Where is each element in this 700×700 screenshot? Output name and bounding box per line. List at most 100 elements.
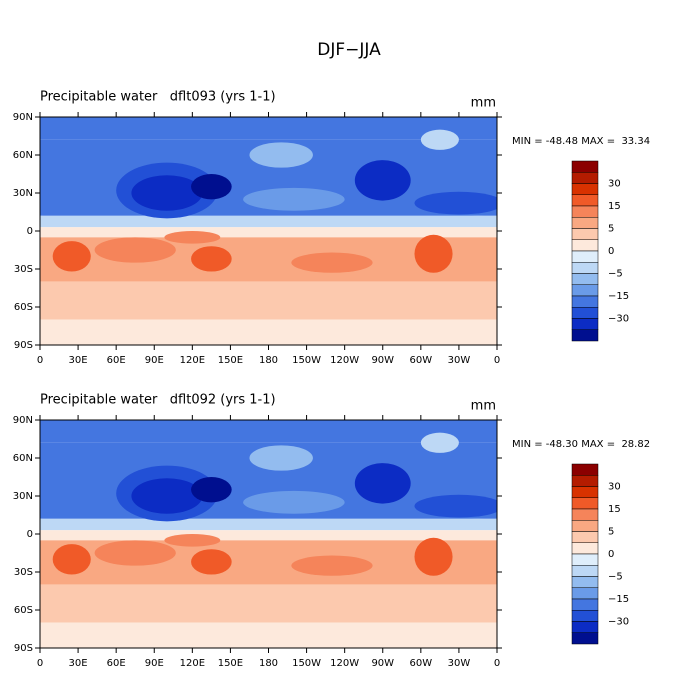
field-patch <box>291 252 373 273</box>
field <box>40 420 497 648</box>
lat-label: 90N <box>13 415 33 426</box>
lon-label: 150E <box>218 355 243 366</box>
field-patch <box>191 477 232 503</box>
colorbar-box <box>571 463 599 476</box>
lon-label: 30W <box>448 355 471 366</box>
units: mm <box>471 96 496 111</box>
colorbar-box <box>571 497 599 510</box>
lon-label: 150W <box>292 658 321 669</box>
lat-label: 60N <box>13 453 33 464</box>
field-patch <box>420 129 459 150</box>
panel-title: Precipitable water dflt093 (yrs 1-1) <box>40 90 276 105</box>
colorbar-label: 15 <box>608 504 621 515</box>
lon-label: 30E <box>69 355 88 366</box>
lat-label: 30N <box>13 491 33 502</box>
colorbar-box <box>571 183 599 195</box>
colorbar-box <box>571 587 599 600</box>
colorbar-box <box>571 598 599 611</box>
colorbar-box <box>571 621 599 633</box>
lon-label: 60W <box>410 355 433 366</box>
lon-label: 90W <box>371 658 394 669</box>
lat-label: 30N <box>13 188 33 199</box>
field-patch <box>52 544 91 575</box>
field-patch <box>131 175 203 211</box>
colorbar-box <box>571 295 599 308</box>
field-patch <box>40 215 53 226</box>
colorbar-box <box>571 553 599 566</box>
field-band <box>40 215 497 228</box>
field-patch <box>164 231 221 244</box>
min-max: MIN = -48.48 MAX = 33.34 <box>512 136 650 147</box>
colorbar-label: 30 <box>608 179 621 190</box>
colorbar-label: −30 <box>608 314 629 325</box>
field-patch <box>414 191 497 215</box>
lon-label: 120W <box>330 658 359 669</box>
field-band <box>40 518 497 531</box>
field-band <box>40 622 497 648</box>
field-patch <box>243 490 345 514</box>
lat-label: 60S <box>14 605 33 616</box>
lat-label: 0 <box>27 226 33 237</box>
lon-label: 90E <box>145 658 164 669</box>
colorbar-box <box>571 205 599 218</box>
field-patch <box>52 241 91 272</box>
lon-label: 60E <box>107 658 126 669</box>
lon-label: 60W <box>410 658 433 669</box>
colorbar-box <box>571 318 599 330</box>
colorbar-box <box>571 508 599 521</box>
colorbar-box <box>571 239 599 252</box>
min-max: MIN = -48.30 MAX = 28.82 <box>512 439 650 450</box>
lon-label: 0 <box>494 658 500 669</box>
colorbar-box <box>571 329 599 342</box>
colorbar-label: −5 <box>608 572 623 583</box>
colorbar-box <box>571 576 599 588</box>
colorbar-box <box>571 194 599 207</box>
field-band <box>40 117 497 140</box>
field-patch <box>191 246 232 272</box>
lat-label: 60N <box>13 150 33 161</box>
field-band <box>40 530 497 541</box>
field-band <box>40 420 497 443</box>
field-patch <box>94 237 176 263</box>
field-band <box>40 584 497 623</box>
lon-label: 150W <box>292 355 321 366</box>
field-patch <box>455 518 497 529</box>
field-patch <box>354 463 411 504</box>
lon-label: 60E <box>107 355 126 366</box>
colorbar-box <box>571 250 599 263</box>
colorbar-label: 30 <box>608 482 621 493</box>
field-band <box>40 281 497 320</box>
colorbar-label: −15 <box>608 291 629 302</box>
lon-label: 90W <box>371 355 394 366</box>
colorbar-box <box>571 262 599 274</box>
field-patch <box>291 555 373 576</box>
colorbar-label: 5 <box>608 224 614 235</box>
colorbar-box <box>571 284 599 297</box>
field-patch <box>94 540 176 566</box>
field-band <box>40 227 497 238</box>
colorbar-label: −15 <box>608 594 629 605</box>
lat-label: 90S <box>14 340 33 351</box>
colorbar-box <box>571 307 599 319</box>
panel-title: Precipitable water dflt092 (yrs 1-1) <box>40 393 276 408</box>
colorbar-box <box>571 172 599 184</box>
lon-label: 90E <box>145 355 164 366</box>
lat-label: 30S <box>14 264 33 275</box>
lat-label: 90N <box>13 112 33 123</box>
lon-label: 120W <box>330 355 359 366</box>
lat-label: 60S <box>14 302 33 313</box>
lon-label: 120E <box>180 658 205 669</box>
field-patch <box>131 478 203 514</box>
colorbar-box <box>571 520 599 532</box>
colorbar-box <box>571 217 599 229</box>
lat-label: 30S <box>14 567 33 578</box>
colorbar-label: −5 <box>608 269 623 280</box>
colorbar-label: −30 <box>608 617 629 628</box>
field-patch <box>414 234 453 273</box>
field-patch <box>164 534 221 547</box>
lon-label: 30E <box>69 658 88 669</box>
lat-label: 90S <box>14 643 33 654</box>
field <box>40 117 497 345</box>
colorbar-label: 5 <box>608 527 614 538</box>
